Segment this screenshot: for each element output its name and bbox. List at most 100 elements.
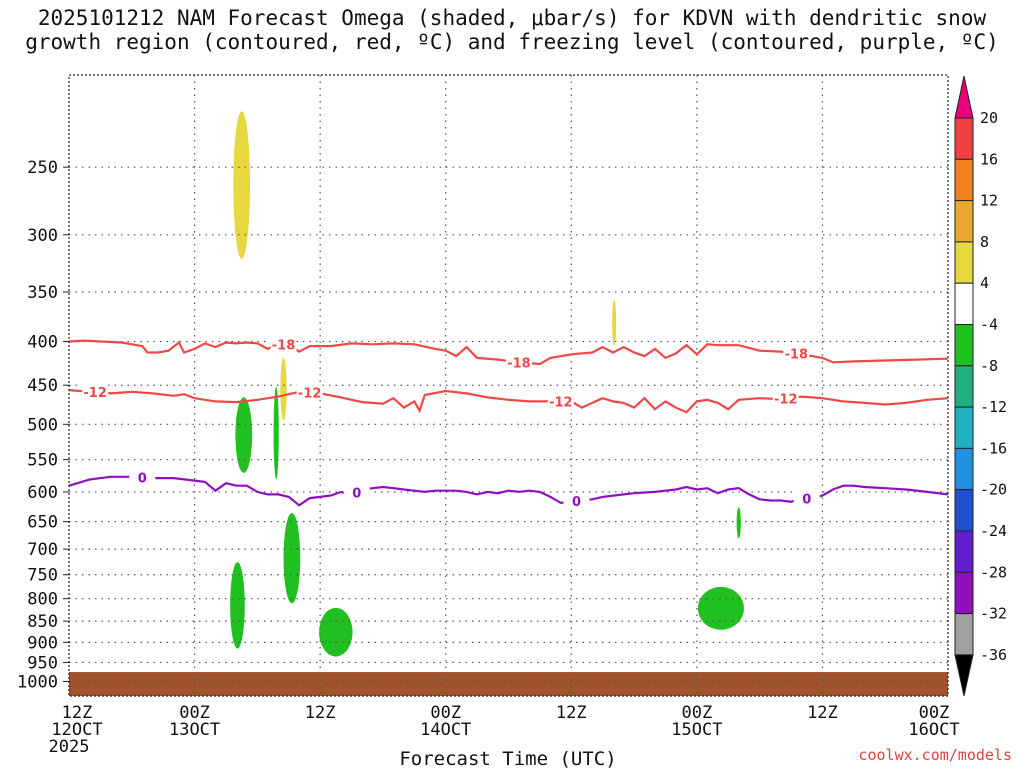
chart-title-line1: 2025101212 NAM Forecast Omega (shaded, μ… — [37, 6, 987, 30]
colorbar-label-13: -36 — [980, 646, 1007, 664]
x-tick-label-72-1: 12Z — [807, 703, 838, 723]
colorbar-label-1: 16 — [980, 150, 998, 168]
omega-region-2 — [280, 357, 287, 421]
colorbar-label-3: 8 — [980, 233, 989, 251]
colorbar-label-8: -16 — [980, 439, 1007, 457]
colorbar-box-6 — [954, 324, 974, 367]
site-credit: coolwx.com/models — [858, 746, 1012, 764]
x-tick-label-0-3: 2025 — [49, 737, 90, 757]
chart-title: 2025101212 NAM Forecast Omega (shaded, μ… — [0, 6, 1024, 54]
plot-frame — [68, 74, 949, 697]
y-tick-label-550: 550 — [27, 451, 58, 471]
colorbar-label-9: -20 — [980, 481, 1007, 499]
contour-label-1-1: -12 — [298, 387, 322, 402]
y-tick-label-800: 800 — [27, 590, 58, 610]
colorbar-box-8 — [954, 406, 974, 449]
omega-region-1 — [612, 299, 617, 347]
omega-region-5 — [283, 512, 301, 604]
y-tick-label-500: 500 — [27, 415, 58, 435]
colorbar-top-triangle — [954, 75, 974, 119]
colorbar-bottom-triangle — [954, 654, 974, 697]
contour-line-1 — [68, 389, 949, 414]
contour-label-bg-0-0 — [270, 336, 297, 352]
contour-label-bg-1-3 — [772, 390, 799, 406]
x-tick-label-12-2: 13OCT — [169, 720, 220, 740]
omega-region-9 — [736, 507, 741, 539]
y-tick-label-400: 400 — [27, 333, 58, 353]
colorbar-label-11: -28 — [980, 563, 1007, 581]
chart-title-line2: growth region (contoured, red, ºC) and f… — [25, 30, 999, 54]
colorbar-box-13 — [954, 613, 974, 656]
colorbar-box-11 — [954, 530, 974, 573]
omega-region-0 — [233, 111, 251, 259]
x-tick-label-36-2: 14OCT — [420, 720, 471, 740]
y-tick-label-850: 850 — [27, 612, 58, 632]
contour-label-2-1: 0 — [352, 486, 361, 501]
y-tick-label-750: 750 — [27, 566, 58, 586]
terrain-rect — [69, 672, 948, 696]
omega-region-6 — [230, 562, 245, 649]
contour-label-2-2: 0 — [572, 495, 581, 510]
colorbar-box-12 — [954, 571, 974, 615]
x-tick-label-24-1: 12Z — [305, 703, 336, 723]
x-tick-label-48-1: 12Z — [556, 703, 587, 723]
contour-label-0-2: -18 — [785, 348, 809, 363]
colorbar-label-0: 20 — [980, 109, 998, 127]
contour-label-bg-1-2 — [547, 393, 574, 409]
y-axis: 2503003504004505005506006507007508008509… — [17, 158, 69, 692]
contour-label-0-1: -18 — [507, 356, 531, 371]
contour-label-0-0: -18 — [272, 338, 296, 353]
contour-label-2-3: 0 — [802, 493, 811, 508]
contour-label-bg-2-2 — [563, 493, 590, 509]
colorbar-box-7 — [954, 365, 974, 408]
y-tick-label-950: 950 — [27, 653, 58, 673]
colorbar-box-2 — [954, 158, 974, 202]
x-tick-label-60-1: 00Z — [681, 703, 712, 723]
colorbar-box-1 — [954, 117, 974, 160]
y-tick-label-300: 300 — [27, 226, 58, 246]
colorbar-label-6: -8 — [980, 357, 998, 375]
omega-region-7 — [319, 607, 353, 657]
y-tick-label-650: 650 — [27, 513, 58, 533]
x-tick-label-60-2: 15OCT — [671, 720, 722, 740]
contour-line-0 — [68, 339, 949, 366]
omega-region-8 — [697, 586, 744, 630]
colorbar-box-4 — [954, 241, 974, 284]
y-tick-label-900: 900 — [27, 633, 58, 653]
x-tick-label-0-1: 12Z — [62, 703, 93, 723]
y-tick-label-600: 600 — [27, 483, 58, 503]
colorbar-label-2: 12 — [980, 192, 998, 210]
x-tick-label-84-1: 00Z — [919, 703, 950, 723]
omega-region-3 — [235, 397, 253, 473]
colorbar-box-9 — [954, 447, 974, 491]
colorbar-box-3 — [954, 200, 974, 243]
contour-label-2-0: 0 — [138, 471, 147, 486]
contour-label-bg-0-1 — [505, 354, 532, 370]
contour-label-1-0: -12 — [83, 386, 107, 401]
y-tick-label-700: 700 — [27, 540, 58, 560]
colorbar-label-12: -32 — [980, 605, 1007, 623]
contour-label-bg-1-0 — [82, 384, 109, 400]
x-tick-label-84-2: 16OCT — [908, 720, 959, 740]
contour-label-bg-0-2 — [783, 345, 810, 361]
x-axis-label: Forecast Time (UTC) — [399, 748, 616, 768]
y-tick-label-450: 450 — [27, 376, 58, 396]
contour-label-1-2: -12 — [549, 395, 573, 410]
terrain-fill — [69, 672, 948, 696]
colorbar-box-5 — [954, 282, 974, 326]
colorbar-label-5: -4 — [980, 316, 998, 334]
colorbar-box-10 — [954, 489, 974, 532]
contour-line-2 — [68, 475, 949, 507]
contour-label-bg-1-1 — [296, 384, 323, 400]
x-tick-label-0-2: 12OCT — [51, 720, 102, 740]
x-tick-label-36-1: 00Z — [430, 703, 461, 723]
omega-region-4 — [273, 386, 279, 480]
x-tick-label-12-1: 00Z — [179, 703, 210, 723]
y-tick-label-350: 350 — [27, 283, 58, 303]
colorbar: 20 16 12 8 4 -4 -8 -12 -16 -20 -24 -28 -32 -36 — [954, 75, 1007, 697]
y-tick-label-1000: 1000 — [17, 672, 58, 692]
contour-lines: -18 -18 -18 -12 -12 -12 -12 0 0 0 0 — [68, 336, 949, 510]
plot-border — [68, 74, 949, 697]
